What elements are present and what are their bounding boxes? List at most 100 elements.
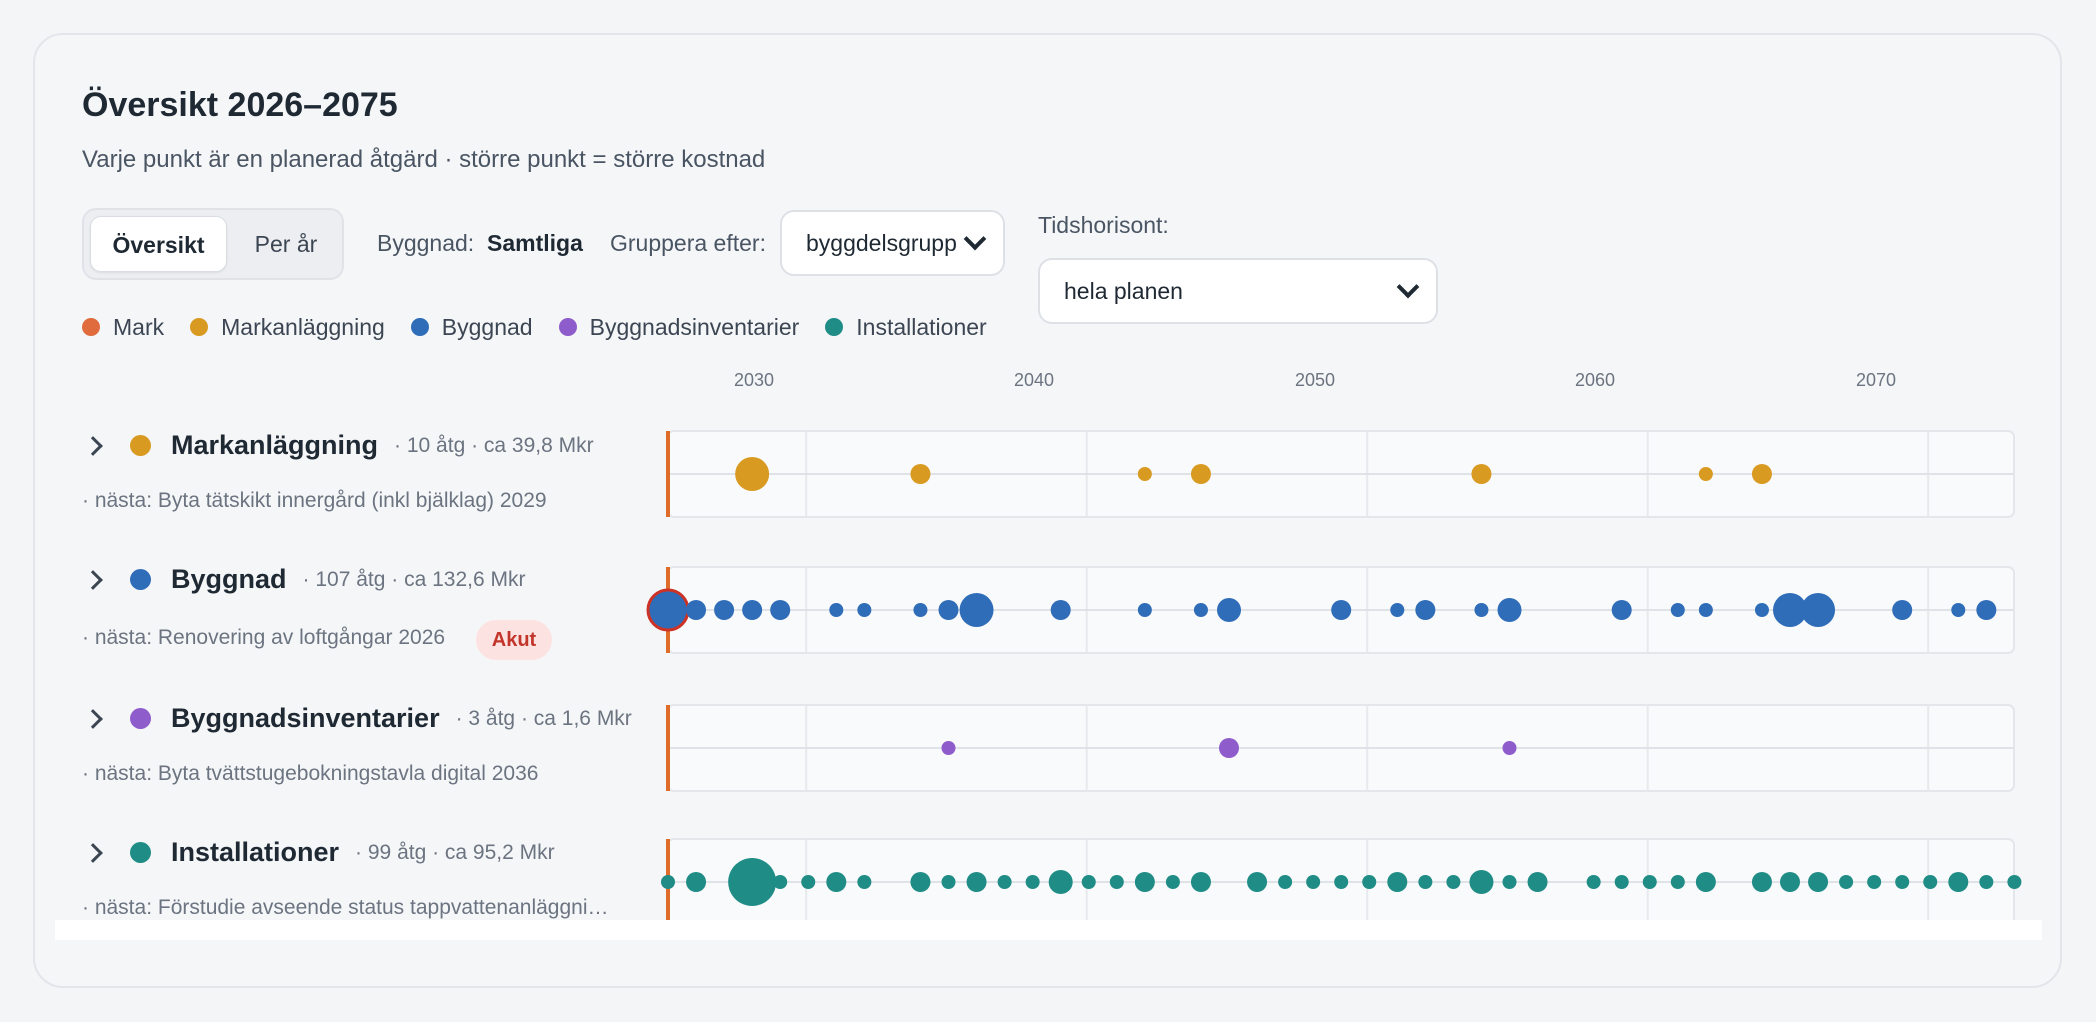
axis-tick-label: 2050	[1294, 370, 1336, 390]
legend-label: Byggnadsinventarier	[589, 313, 800, 340]
legend-dot	[825, 318, 844, 336]
action-point	[1892, 600, 1913, 620]
action-point	[1695, 872, 1716, 892]
action-point	[1247, 872, 1268, 892]
action-point	[1642, 875, 1657, 889]
action-point	[1190, 872, 1211, 892]
action-point	[2007, 875, 2022, 889]
action-point	[997, 875, 1012, 889]
legend-dot	[190, 318, 209, 336]
urgent-action-point	[646, 588, 690, 632]
action-point	[1670, 875, 1685, 889]
action-point	[1306, 875, 1321, 889]
action-point	[1387, 872, 1408, 892]
action-point	[857, 875, 872, 889]
action-point	[1217, 598, 1241, 622]
action-point	[735, 457, 770, 491]
group-select-value: byggdelsgrupp	[806, 230, 957, 256]
axis-tick-label: 2040	[1013, 370, 1055, 390]
action-point	[910, 872, 931, 892]
action-point	[1134, 872, 1155, 892]
group-row-markanlaggning[interactable]: Markanläggning · 10 åtg · ca 39,8 Mkr	[82, 430, 594, 461]
group-meta: · 10 åtg · ca 39,8 Mkr	[394, 433, 594, 457]
action-point	[1773, 593, 1807, 627]
action-point	[1390, 603, 1405, 617]
action-point	[714, 600, 735, 620]
legend-item-mark: Mark	[82, 314, 164, 341]
action-point	[1193, 603, 1208, 617]
action-point	[1334, 875, 1349, 889]
action-point	[1754, 603, 1769, 617]
action-point	[801, 875, 816, 889]
action-point	[1137, 467, 1152, 481]
legend: Mark Markanläggning Byggnad Byggnadsinve…	[82, 312, 1013, 342]
legend-dot	[558, 318, 577, 336]
action-point	[857, 603, 872, 617]
group-select[interactable]: byggdelsgrupp	[780, 210, 1005, 276]
axis-tick-label: 2070	[1855, 370, 1897, 390]
action-point	[1362, 875, 1377, 889]
action-point	[1109, 875, 1124, 889]
action-point	[1976, 600, 1997, 620]
action-point	[1471, 464, 1492, 484]
action-point	[1502, 875, 1517, 889]
action-point	[1278, 875, 1293, 889]
action-point	[1751, 464, 1772, 484]
legend-label: Mark	[113, 313, 165, 340]
action-point	[1895, 875, 1910, 889]
page-subtitle: Varje punkt är en planerad åtgärd · stör…	[82, 146, 766, 173]
page-title: Översikt 2026–2075	[82, 86, 398, 124]
axis-tick-label: 2030	[733, 370, 775, 390]
action-point	[1165, 875, 1180, 889]
group-meta: · 99 åtg · ca 95,2 Mkr	[355, 840, 555, 864]
action-point	[959, 593, 994, 627]
group-color-dot	[130, 569, 151, 590]
action-point	[1948, 872, 1969, 892]
legend-label: Markanläggning	[221, 313, 385, 340]
action-point	[941, 875, 956, 889]
group-row-installationer[interactable]: Installationer · 99 åtg · ca 95,2 Mkr	[82, 837, 555, 868]
group-color-dot	[130, 435, 151, 456]
action-point	[1801, 593, 1836, 627]
action-point	[1331, 600, 1352, 620]
group-color-dot	[130, 708, 151, 729]
action-point	[826, 872, 847, 892]
action-point	[1808, 872, 1829, 892]
action-point	[1081, 875, 1096, 889]
action-point	[1780, 872, 1800, 892]
legend-item-installationer: Installationer	[825, 314, 987, 341]
action-point	[1751, 872, 1772, 892]
action-point	[1698, 603, 1713, 617]
group-color-dot	[130, 842, 151, 863]
group-meta: · 3 åtg · ca 1,6 Mkr	[455, 706, 632, 730]
action-point	[1527, 872, 1548, 892]
group-label: Gruppera efter:	[610, 230, 766, 256]
building-label: Byggnad:	[377, 230, 475, 256]
action-point	[1502, 741, 1517, 755]
action-point	[1418, 875, 1433, 889]
action-point	[1923, 875, 1938, 889]
action-point	[1670, 603, 1685, 617]
group-row-byggnad[interactable]: Byggnad · 107 åtg · ca 132,6 Mkr	[82, 564, 525, 595]
urgent-badge: Akut	[476, 620, 552, 660]
horizon-select[interactable]: hela planen	[1038, 258, 1438, 324]
action-point	[1219, 738, 1239, 758]
action-point	[686, 872, 707, 892]
toggle-per-ar[interactable]: Per år	[254, 231, 318, 257]
action-point	[686, 600, 707, 620]
toggle-oversikt[interactable]: Översikt	[90, 216, 227, 272]
action-point	[1698, 467, 1713, 481]
action-point	[1415, 600, 1436, 620]
action-point	[1586, 875, 1601, 889]
scroll-edge	[55, 920, 2042, 940]
view-toggle: Översikt Per år	[82, 208, 344, 280]
action-point	[1614, 875, 1629, 889]
legend-item-byggnadsinventarier: Byggnadsinventarier	[558, 313, 800, 341]
action-point	[1469, 870, 1494, 894]
action-point	[1137, 603, 1152, 617]
group-row-byggnadsinventarier[interactable]: Byggnadsinventarier · 3 åtg · ca 1,6 Mkr	[82, 703, 632, 734]
building-value[interactable]: Samtliga	[487, 230, 583, 256]
legend-dot	[410, 318, 429, 336]
group-name: Installationer	[171, 837, 340, 867]
